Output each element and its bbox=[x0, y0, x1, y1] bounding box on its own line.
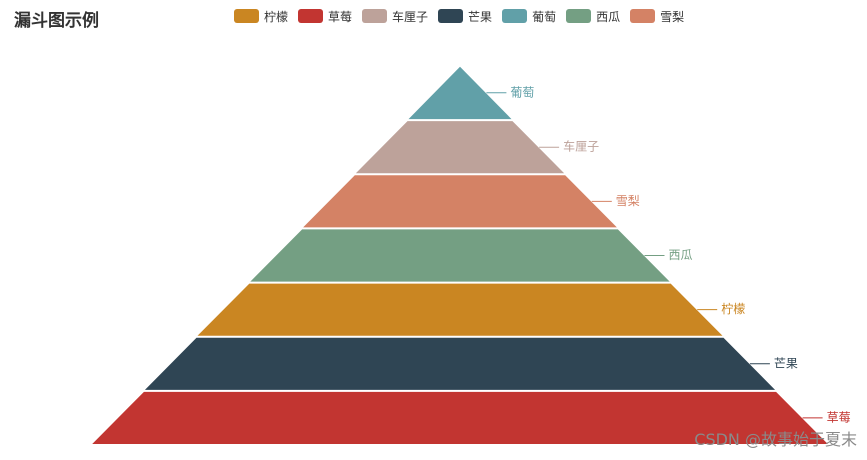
legend-item[interactable]: 葡萄 bbox=[502, 8, 556, 25]
funnel-label: 柠檬 bbox=[721, 301, 745, 316]
funnel-label: 葡萄 bbox=[510, 85, 534, 99]
legend-swatch bbox=[566, 9, 592, 23]
legend-swatch bbox=[234, 9, 259, 23]
funnel-label: 草莓 bbox=[827, 410, 851, 424]
funnel-label: 西瓜 bbox=[669, 248, 693, 262]
funnel-segment[interactable] bbox=[89, 390, 831, 445]
chart-title: 漏斗图示例 bbox=[14, 11, 99, 31]
watermark: CSDN @故事始于夏末 bbox=[694, 430, 857, 449]
legend-swatch bbox=[630, 9, 656, 23]
legend-item[interactable]: 芒果 bbox=[438, 8, 492, 25]
legend-label: 柠檬 bbox=[264, 9, 289, 24]
legend-item[interactable]: 西瓜 bbox=[566, 8, 620, 25]
legend: 柠檬 草莓 车厘子 芒果 葡萄 西瓜 雪梨 bbox=[234, 7, 694, 25]
legend-label: 车厘子 bbox=[392, 9, 429, 24]
legend-item[interactable]: 草莓 bbox=[298, 8, 352, 25]
funnel-segment[interactable] bbox=[353, 120, 567, 175]
legend-swatch bbox=[438, 9, 464, 23]
funnel-segment[interactable] bbox=[406, 65, 514, 121]
legend-swatch bbox=[362, 9, 388, 23]
legend-item[interactable]: 车厘子 bbox=[362, 8, 428, 25]
legend-item[interactable]: 柠檬 bbox=[234, 8, 288, 25]
legend-swatch bbox=[298, 9, 324, 23]
funnel-label: 车厘子 bbox=[563, 139, 599, 154]
funnel-segment[interactable] bbox=[195, 282, 725, 337]
legend-item[interactable]: 雪梨 bbox=[630, 8, 684, 25]
funnel-segment[interactable] bbox=[300, 174, 620, 229]
legend-label: 雪梨 bbox=[660, 9, 685, 24]
legend-label: 西瓜 bbox=[596, 9, 621, 24]
funnel-segment[interactable] bbox=[247, 228, 673, 283]
legend-label: 葡萄 bbox=[532, 9, 557, 24]
legend-swatch bbox=[502, 9, 528, 23]
funnel-segment[interactable] bbox=[142, 336, 778, 391]
funnel-label: 芒果 bbox=[774, 355, 798, 370]
legend-label: 芒果 bbox=[468, 9, 493, 24]
legend-label: 草莓 bbox=[328, 9, 353, 24]
funnel-label: 雪梨 bbox=[616, 194, 640, 208]
